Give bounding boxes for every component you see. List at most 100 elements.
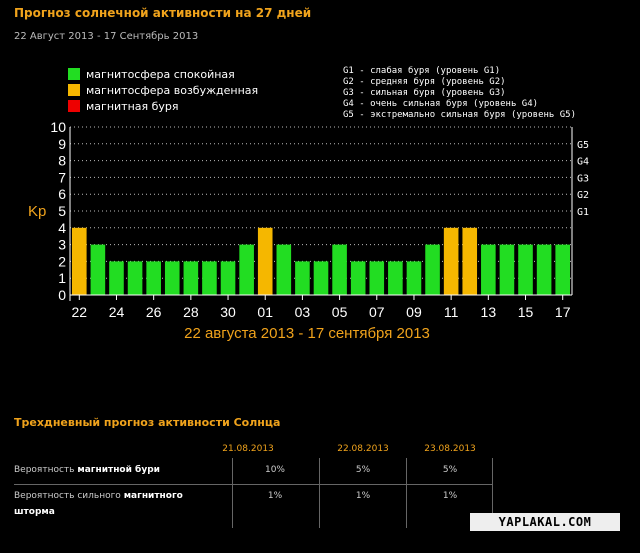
x-tick-label: 15 (518, 304, 534, 320)
kp-bar (481, 244, 496, 295)
kp-bar (518, 244, 533, 295)
x-tick-label: 05 (332, 304, 348, 320)
y-tick-label: 10 (50, 119, 66, 135)
kp-bar (146, 261, 161, 295)
swatch-quiet (68, 68, 80, 80)
page-title: Прогноз солнечной активности на 27 дней (14, 6, 312, 20)
kp-bar (109, 261, 124, 295)
x-tick-label: 26 (146, 304, 162, 320)
watermark-logo: YAPLAKAL.COM (470, 513, 620, 531)
kp-bar (388, 261, 403, 295)
y-tick-label: 0 (58, 287, 66, 303)
swatch-active (68, 84, 80, 96)
x-tick-label: 09 (406, 304, 422, 320)
g-level-item: G2 - средняя буря (уровень G2) (343, 77, 506, 87)
y-tick-label: 8 (58, 153, 66, 169)
y-axis-label: Kp (28, 203, 46, 220)
y-tick-label: 2 (58, 253, 66, 269)
legend-item-active: магнитосфера возбужденная (68, 82, 258, 98)
y-tick-label: 4 (58, 220, 66, 236)
g-level-item: G3 - сильная буря (уровень G3) (343, 88, 506, 98)
forecast-title: Трехдневный прогноз активности Солнца (14, 416, 281, 429)
kp-bar (202, 261, 217, 295)
g-tick-label: G3 (577, 173, 589, 184)
forecast-date: 21.08.2013 (222, 444, 274, 454)
swatch-storm (68, 100, 80, 112)
forecast-date: 22.08.2013 (337, 444, 389, 454)
y-tick-label: 1 (58, 270, 66, 286)
g-tick-label: G4 (577, 157, 589, 168)
forecast-cell: 1% (355, 491, 371, 501)
x-tick-label: 01 (257, 304, 273, 320)
kp-bar (536, 244, 552, 295)
label-bold: магнитного шторма (14, 491, 183, 517)
g-tick-label: G2 (577, 190, 589, 201)
x-tick-label: 22 (72, 304, 88, 320)
x-tick-label: 13 (481, 304, 497, 320)
kp-bar (276, 244, 292, 295)
kp-bar (332, 244, 347, 295)
kp-bar (257, 227, 273, 295)
kp-bar (555, 244, 570, 295)
g-level-item: G5 - экстремально сильная буря (уровень … (343, 110, 576, 120)
x-tick-label: 03 (295, 304, 311, 320)
legend-item-quiet: магнитосфера спокойная (68, 66, 258, 82)
x-axis-label: 22 августа 2013 - 17 сентября 2013 (184, 325, 430, 342)
g-tick-label: G1 (577, 207, 589, 218)
table-row-divider (14, 484, 492, 485)
kp-bar (127, 261, 143, 295)
x-tick-label: 30 (220, 304, 236, 320)
g-tick-label: G5 (577, 140, 589, 151)
kp-bar (499, 244, 515, 295)
kp-bar (350, 261, 366, 295)
kp-bar (183, 261, 199, 295)
kp-bar (239, 244, 254, 295)
forecast-row-label: Вероятность магнитной бури (14, 462, 214, 478)
x-tick-label: 17 (555, 304, 571, 320)
kp-bar (462, 227, 478, 295)
kp-bar (164, 261, 180, 295)
forecast-cell: 10% (264, 465, 285, 475)
table-divider (232, 458, 233, 528)
y-tick-label: 9 (58, 136, 66, 152)
table-divider (406, 458, 407, 528)
y-tick-label: 3 (58, 237, 66, 253)
forecast-cell: 5% (355, 465, 371, 475)
kp-bar (443, 227, 459, 295)
forecast-date: 23.08.2013 (424, 444, 476, 454)
g-level-item: G4 - очень сильная буря (уровень G4) (343, 99, 539, 109)
label-text: Вероятность (14, 465, 78, 475)
table-divider (319, 458, 320, 528)
legend: магнитосфера спокойная магнитосфера возб… (68, 66, 258, 114)
legend-label: магнитная буря (86, 99, 179, 113)
x-tick-label: 07 (369, 304, 385, 320)
g-level-legend: G1 - слабая буря (уровень G1) G2 - средн… (343, 66, 576, 121)
y-tick-label: 5 (58, 203, 66, 219)
kp-bar (425, 244, 440, 295)
kp-bar (72, 227, 87, 295)
label-text: Вероятность сильного (14, 491, 124, 501)
g-level-item: G1 - слабая буря (уровень G1) (343, 66, 501, 76)
forecast-row-label: Вероятность сильного магнитного шторма (14, 488, 194, 520)
kp-bar (406, 261, 422, 295)
kp-bar (369, 261, 385, 295)
date-range: 22 Август 2013 - 17 Сентябрь 2013 (14, 31, 199, 42)
table-divider (492, 458, 493, 528)
legend-item-storm: магнитная буря (68, 98, 258, 114)
x-tick-label: 24 (109, 304, 125, 320)
legend-label: магнитосфера возбужденная (86, 83, 259, 97)
forecast-cell: 5% (442, 465, 458, 475)
kp-bar (90, 244, 106, 295)
kp-bar (295, 261, 310, 295)
x-tick-label: 28 (183, 304, 199, 320)
forecast-cell: 1% (442, 491, 458, 501)
y-tick-label: 7 (58, 169, 66, 185)
label-bold: магнитной бури (77, 465, 160, 475)
kp-bar (313, 261, 329, 295)
forecast-cell: 1% (267, 491, 283, 501)
y-tick-label: 6 (58, 186, 66, 202)
legend-label: магнитосфера спокойная (86, 67, 235, 81)
kp-bar (220, 261, 236, 295)
x-tick-label: 11 (444, 304, 459, 320)
